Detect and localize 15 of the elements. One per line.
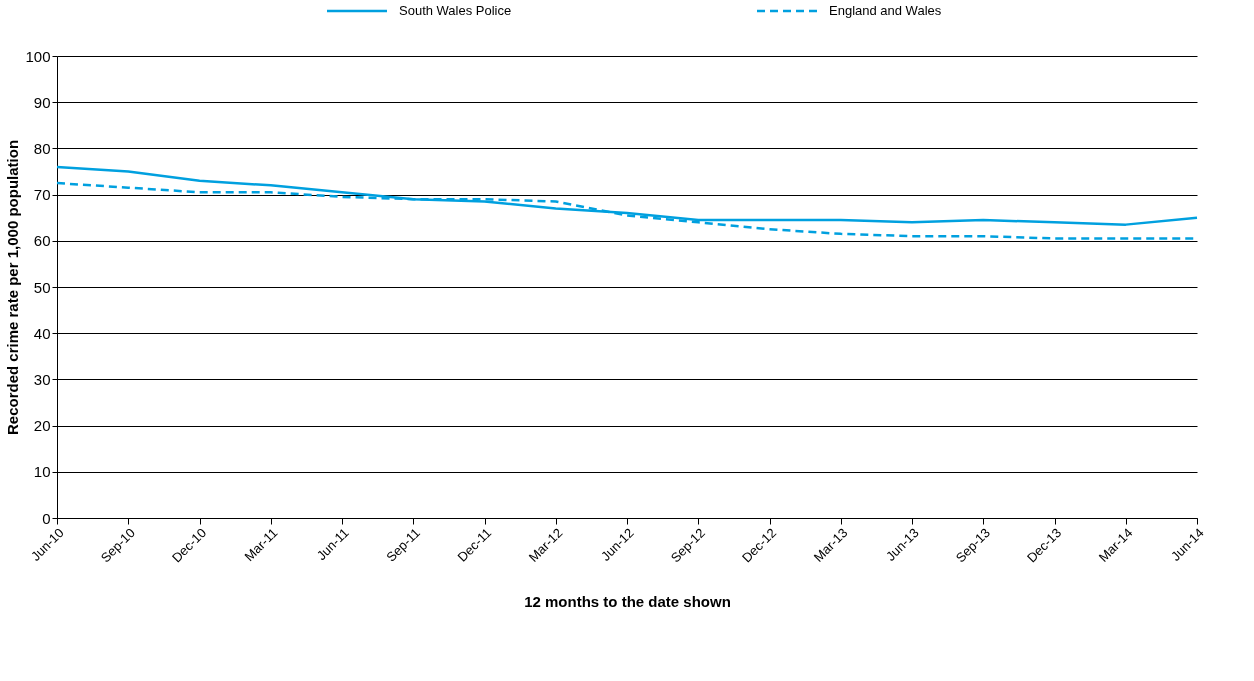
y-axis-title: Recorded crime rate per 1,000 population <box>4 139 22 436</box>
y-tick-label: 10 <box>33 463 51 481</box>
y-tick-label: 80 <box>33 139 51 157</box>
y-tick-label: 30 <box>33 370 51 388</box>
y-tick-label: 0 <box>42 509 51 527</box>
y-tick-label: 50 <box>33 278 51 296</box>
legend-label: England and Wales <box>829 3 942 18</box>
legend-label: South Wales Police <box>399 3 512 18</box>
y-tick-label: 90 <box>33 93 51 111</box>
y-tick-label: 70 <box>33 186 51 204</box>
x-axis-title: 12 months to the date shown <box>524 593 731 611</box>
y-tick-label: 20 <box>33 417 51 435</box>
y-tick-label: 60 <box>33 232 51 250</box>
y-tick-label: 100 <box>25 47 51 65</box>
y-tick-label: 40 <box>33 324 51 342</box>
